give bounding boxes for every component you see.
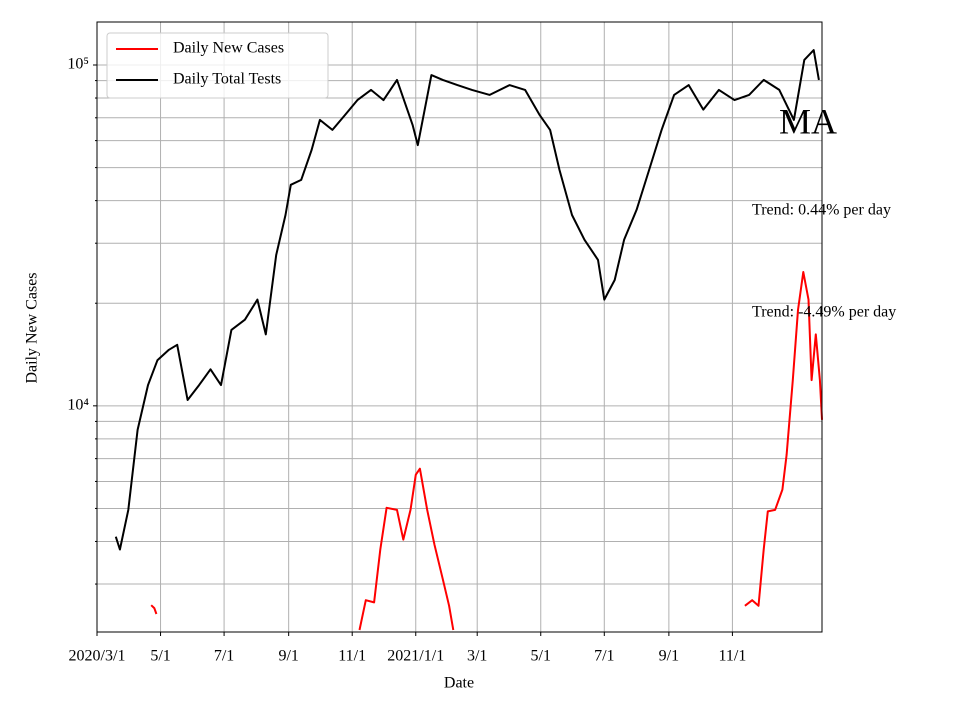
y-tick-label: 10⁴ (67, 397, 89, 414)
legend-label: Daily New Cases (173, 40, 284, 57)
x-tick-label: 9/1 (278, 648, 298, 665)
x-tick-label: 5/1 (531, 648, 551, 665)
x-tick-label: 7/1 (214, 648, 234, 665)
annotation: MA (779, 101, 837, 141)
x-tick-label: 2021/1/1 (387, 648, 444, 665)
legend-label: Daily Total Tests (173, 71, 281, 88)
x-tick-label: 5/1 (150, 648, 170, 665)
annotation: Trend: -4.49% per day (752, 304, 896, 321)
lines (114, 49, 823, 631)
x-tick-label: 2020/3/1 (69, 648, 126, 665)
legend: Daily New Cases Daily Total Tests (106, 32, 329, 99)
x-axis-label: Date (444, 675, 474, 692)
x-tick-label: 11/1 (338, 648, 366, 665)
y-tick-label: 10⁵ (67, 56, 89, 73)
plot-frame (96, 21, 823, 633)
series-line (150, 271, 823, 631)
series-line (114, 49, 820, 551)
x-tick-label: 7/1 (594, 648, 614, 665)
ticks: 2020/3/1 5/1 7/1 9/1 11/1 2021/1/1 3/1 5/1 7/1 9/… (67, 56, 746, 665)
y-axis-label: Daily New Cases (24, 272, 41, 383)
legend-box (106, 32, 329, 99)
x-tick-label: 9/1 (659, 648, 679, 665)
x-tick-label: 11/1 (718, 648, 746, 665)
grid (96, 22, 822, 632)
x-tick-label: 3/1 (467, 648, 487, 665)
annotation: Trend: 0.44% per day (752, 202, 891, 219)
